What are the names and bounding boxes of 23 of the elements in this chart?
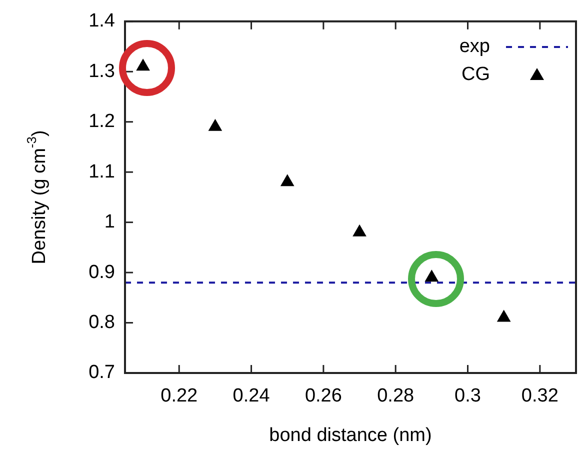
legend-label: CG bbox=[462, 63, 490, 88]
y-tick-label: 0.9 bbox=[88, 262, 115, 283]
x-tick-label: 0.3 bbox=[454, 386, 481, 407]
y-tick-label: 1.3 bbox=[88, 60, 115, 82]
y-tick-label: 1 bbox=[104, 212, 115, 233]
x-tick-label: 0.28 bbox=[377, 386, 414, 407]
point bbox=[352, 224, 366, 236]
x-axis-title: bond distance (nm) bbox=[269, 424, 432, 446]
legend-label: exp bbox=[459, 35, 490, 60]
point bbox=[280, 174, 294, 186]
point bbox=[425, 270, 438, 282]
y-tick-label: 0.8 bbox=[88, 312, 115, 334]
point bbox=[208, 119, 222, 131]
y-tick-label: 1.1 bbox=[88, 161, 115, 182]
x-tick-label: 0.26 bbox=[304, 386, 342, 407]
y-tick-label: 1.4 bbox=[88, 10, 116, 32]
y-tick-label: 1.2 bbox=[88, 111, 115, 132]
y-axis-title: Density (g cm-3) bbox=[24, 130, 50, 264]
x-tick-label: 0.32 bbox=[521, 386, 558, 407]
point bbox=[497, 310, 510, 322]
x-tick-label: 0.22 bbox=[160, 386, 198, 407]
x-tick-label: 0.24 bbox=[232, 386, 270, 407]
y-tick-label: 0.7 bbox=[88, 362, 115, 384]
